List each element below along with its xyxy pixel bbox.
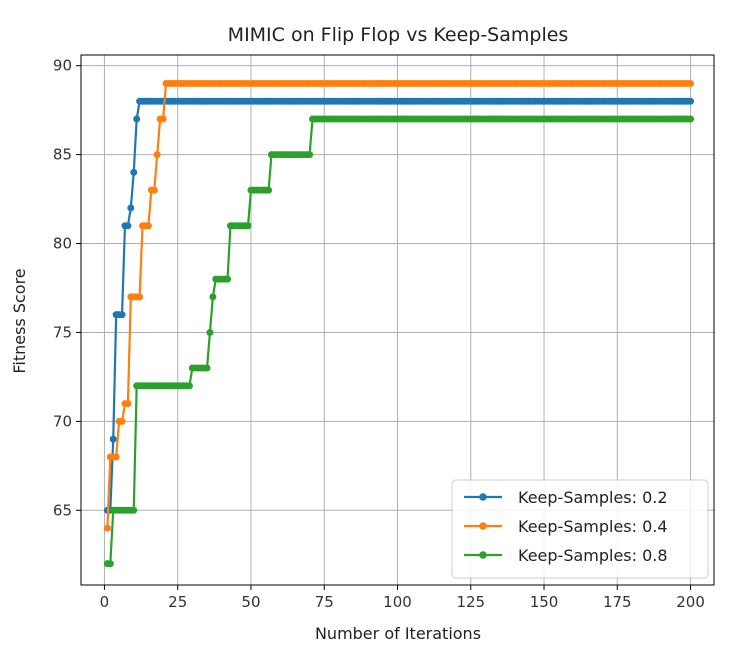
data-point: [159, 115, 167, 123]
legend-label: Keep-Samples: 0.2: [518, 488, 668, 507]
data-point: [153, 151, 161, 159]
data-point: [124, 400, 132, 408]
legend-swatch-marker: [479, 551, 487, 559]
data-point: [124, 222, 132, 230]
data-point: [103, 524, 111, 532]
y-tick-label: 65: [53, 501, 72, 519]
y-tick-label: 70: [53, 412, 72, 430]
data-point: [687, 79, 695, 87]
y-axis-title: Fitness Score: [10, 268, 29, 373]
x-axis: 0 25 50 75 100 125 150 175 200: [100, 585, 705, 611]
legend: Keep-Samples: 0.2 Keep-Samples: 0.4 Keep-S…: [451, 479, 709, 579]
data-point: [203, 364, 211, 372]
data-point: [130, 168, 138, 176]
x-tick-label: 125: [456, 593, 485, 611]
y-axis: 65 70 75 80 85 90: [53, 57, 81, 519]
data-point: [687, 97, 695, 105]
x-tick-label: 200: [676, 593, 705, 611]
x-tick-label: 175: [603, 593, 632, 611]
data-point: [118, 417, 126, 425]
data-point: [306, 151, 314, 159]
data-point: [206, 328, 214, 336]
legend-swatch-marker: [479, 493, 487, 501]
legend-swatch-marker: [479, 522, 487, 530]
x-tick-label: 150: [530, 593, 559, 611]
x-axis-title: Number of Iterations: [315, 624, 481, 643]
series-1: [103, 97, 695, 514]
x-tick-label: 50: [241, 593, 260, 611]
data-point: [244, 222, 252, 230]
data-point: [150, 186, 158, 194]
data-point: [209, 293, 217, 301]
data-point: [118, 311, 126, 319]
data-point: [112, 453, 120, 461]
x-tick-label: 0: [100, 593, 110, 611]
x-tick-label: 75: [315, 593, 334, 611]
data-point: [133, 115, 141, 123]
y-tick-label: 75: [53, 323, 72, 341]
data-point: [144, 222, 152, 230]
x-tick-label: 100: [383, 593, 412, 611]
series-layer: [103, 79, 695, 568]
data-point: [136, 293, 144, 301]
legend-item-2: Keep-Samples: 0.4: [464, 517, 668, 536]
data-point: [224, 275, 232, 283]
y-tick-label: 85: [53, 146, 72, 164]
legend-label: Keep-Samples: 0.8: [518, 546, 668, 565]
data-point: [130, 506, 138, 514]
data-point: [687, 115, 695, 123]
data-point: [127, 204, 135, 212]
y-tick-label: 90: [53, 57, 72, 75]
data-point: [265, 186, 273, 194]
chart-title: MIMIC on Flip Flop vs Keep-Samples: [228, 24, 569, 46]
legend-box: [451, 479, 709, 579]
data-point: [106, 560, 114, 568]
series-3: [103, 115, 695, 568]
x-tick-label: 25: [168, 593, 187, 611]
legend-item-1: Keep-Samples: 0.2: [464, 488, 668, 507]
data-point: [185, 382, 193, 390]
series-2: [103, 79, 695, 532]
y-tick-label: 80: [53, 235, 72, 253]
legend-item-3: Keep-Samples: 0.8: [464, 546, 668, 565]
legend-label: Keep-Samples: 0.4: [518, 517, 668, 536]
data-point: [109, 435, 117, 443]
